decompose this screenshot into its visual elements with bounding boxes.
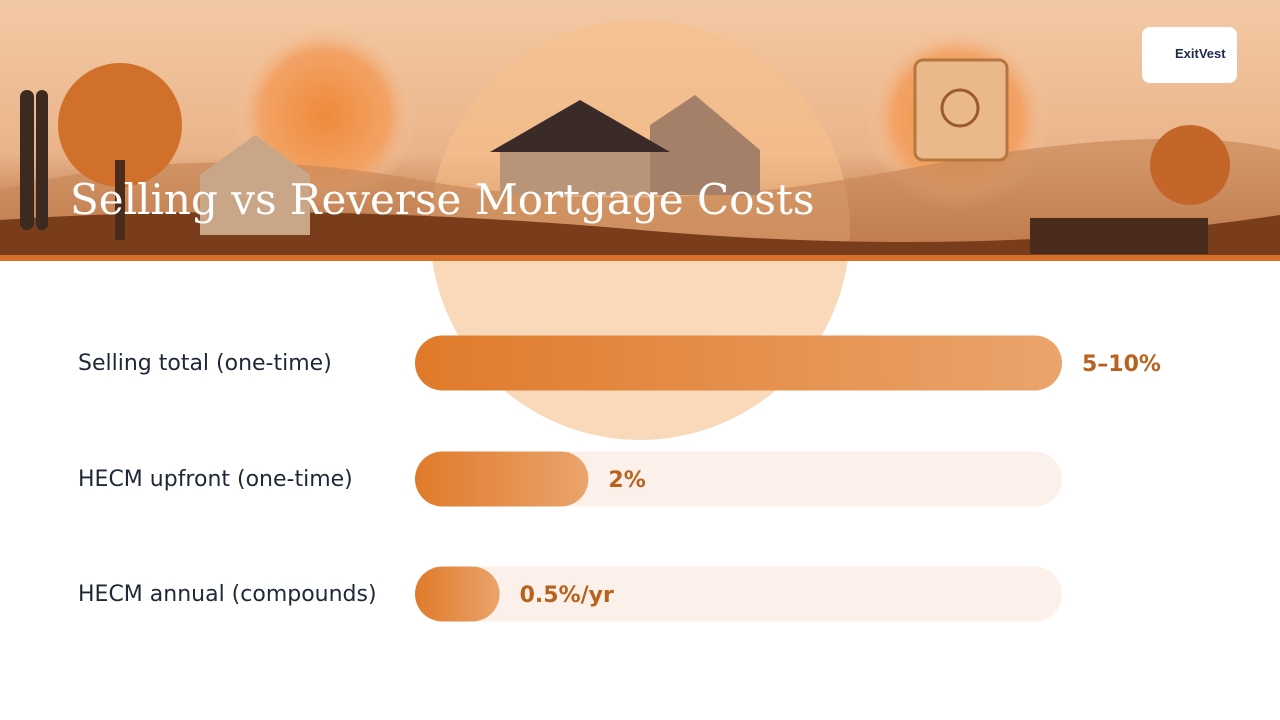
- bar: [415, 566, 500, 622]
- bar: [415, 451, 589, 507]
- logo: ExitVest: [1175, 46, 1226, 61]
- category-label: HECM upfront (one-time): [78, 467, 353, 492]
- bar-track: [415, 566, 1062, 622]
- value-label: 2%: [608, 468, 645, 493]
- logo-box: ExitVest: [1142, 27, 1237, 83]
- banner: [0, 0, 1280, 440]
- category-label: Selling total (one-time): [78, 351, 332, 376]
- category-label: HECM annual (compounds): [78, 582, 377, 607]
- chart-title: Selling vs Reverse Mortgage Costs: [70, 175, 814, 224]
- value-label: 0.5%/yr: [520, 583, 614, 608]
- bar: [415, 335, 1062, 391]
- value-label: 5–10%: [1082, 352, 1161, 377]
